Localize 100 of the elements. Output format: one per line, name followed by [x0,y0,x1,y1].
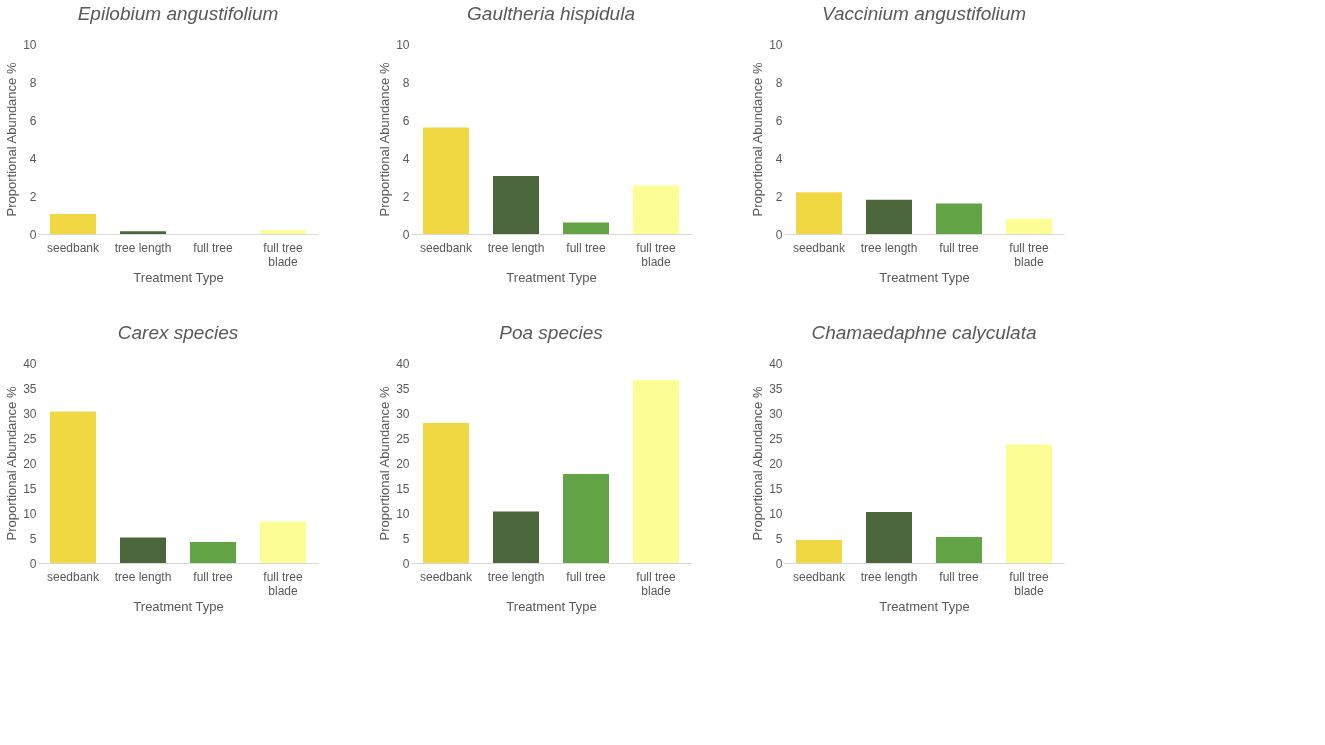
y-tick-label: 30 [396,406,410,421]
x-axis-title: Treatment Type [879,269,970,285]
x-tick-label: full tree blade [263,240,303,269]
x-tick-label: tree length [860,240,918,255]
x-tick-label: full tree blade [1009,240,1049,269]
x-tick-label: seedbank [792,569,847,584]
bar [260,230,306,234]
y-tick-label: 10 [769,506,783,521]
y-tick-label: 35 [396,381,410,396]
y-tick-label: 30 [23,406,37,421]
y-tick-label: 8 [402,75,410,90]
y-tick-label: 20 [396,456,410,471]
x-tick-label: seedbank [46,240,101,255]
x-axis-title: Treatment Type [879,598,970,614]
chart-title: Gaultheria hispidula [467,3,635,24]
bar [936,537,982,563]
x-tick-label: full tree blade [636,569,676,598]
bar [1006,444,1052,563]
x-tick-label: seedbank [419,240,474,255]
x-tick-label: full tree [566,569,606,584]
bar [866,199,912,234]
chart-title: Poa species [499,322,604,343]
y-tick-label: 2 [402,189,410,204]
y-tick-label: 5 [402,531,410,546]
y-tick-label: 35 [23,381,37,396]
y-tick-label: 0 [402,227,410,242]
x-tick-label: full tree [193,569,233,584]
bar [936,203,982,234]
y-tick-label: 20 [23,456,37,471]
y-tick-label: 10 [23,506,37,521]
y-axis-title: Proportional Abundance % [750,62,766,217]
y-tick-label: 25 [769,431,783,446]
bar [190,542,236,563]
x-tick-label: tree length [487,569,545,584]
y-tick-label: 0 [775,556,783,571]
x-tick-label: full tree blade [1009,569,1049,598]
y-tick-label: 0 [775,227,783,242]
y-axis-title: Proportional Abundance % [750,386,766,541]
x-axis-title: Treatment Type [506,598,597,614]
x-tick-label: full tree [939,240,979,255]
x-axis-title: Treatment Type [133,598,224,614]
bar [50,411,96,563]
y-tick-label: 30 [769,406,783,421]
y-tick-label: 10 [396,506,410,521]
y-tick-label: 10 [396,37,410,52]
y-tick-label: 25 [396,431,410,446]
bar [120,231,166,234]
x-tick-label: tree length [114,569,172,584]
y-tick-label: 6 [29,113,37,128]
y-tick-label: 35 [769,381,783,396]
y-tick-label: 0 [29,556,37,571]
y-tick-label: 2 [29,189,37,204]
y-tick-label: 25 [23,431,37,446]
x-tick-label: full tree [193,240,233,255]
y-tick-label: 8 [775,75,783,90]
y-tick-label: 40 [769,356,783,371]
x-tick-label: tree length [114,240,172,255]
bar [120,537,166,563]
y-tick-label: 6 [775,113,783,128]
y-axis-title: Proportional Abundance % [4,386,20,541]
chart-title: Vaccinium angustifolium [821,3,1027,24]
bar [796,192,842,234]
y-tick-label: 4 [402,151,410,166]
bar [796,540,842,563]
y-tick-label: 20 [769,456,783,471]
y-tick-label: 0 [402,556,410,571]
x-tick-label: tree length [860,569,918,584]
bar [633,380,679,563]
x-tick-label: full tree [566,240,606,255]
y-tick-label: 4 [775,151,783,166]
x-tick-label: seedbank [46,569,101,584]
y-tick-label: 10 [769,37,783,52]
y-tick-label: 5 [775,531,783,546]
y-tick-label: 6 [402,113,410,128]
y-tick-label: 2 [775,189,783,204]
y-tick-label: 8 [29,75,37,90]
x-tick-label: seedbank [419,569,474,584]
y-axis-title: Proportional Abundance % [4,62,20,217]
x-tick-label: seedbank [792,240,847,255]
y-tick-label: 40 [23,356,37,371]
bar [423,127,469,234]
x-axis-title: Treatment Type [133,269,224,285]
y-tick-label: 40 [396,356,410,371]
y-tick-label: 15 [396,481,410,496]
bar [50,214,96,234]
y-axis-title: Proportional Abundance % [377,62,393,217]
y-tick-label: 10 [23,37,37,52]
x-tick-label: full tree [939,569,979,584]
bar [423,423,469,563]
x-tick-label: full tree blade [263,569,303,598]
chart-title: Chamaedaphne calyculata [811,322,1037,343]
y-tick-label: 15 [769,481,783,496]
y-tick-label: 15 [23,481,37,496]
bar [563,222,609,234]
bar [633,185,679,234]
bar [493,511,539,563]
y-tick-label: 5 [29,531,37,546]
bar [1006,218,1052,234]
chart-title: Epilobium angustifolium [77,3,279,24]
y-tick-label: 4 [29,151,37,166]
